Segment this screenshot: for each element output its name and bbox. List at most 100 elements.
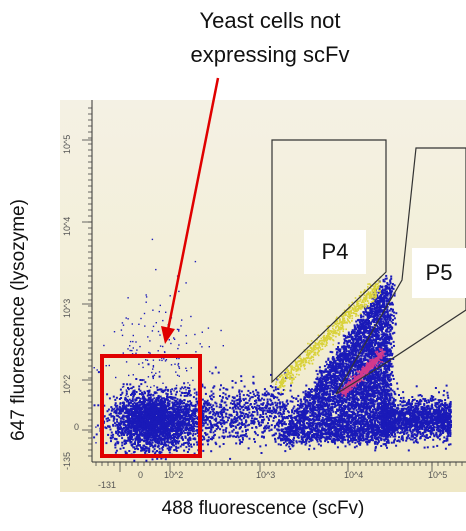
event-dot [124,412,127,415]
event-dot [271,401,274,404]
event-dot [176,432,179,435]
event-dot [250,422,253,425]
event-dot [390,277,393,280]
event-dot [339,370,342,373]
event-dot [114,425,117,427]
event-dot [272,419,275,422]
event-dot [223,410,226,413]
event-dot [181,386,184,389]
event-dot [167,444,170,447]
event-dot [153,448,156,451]
event-dot [158,403,160,406]
event-dot [175,400,178,402]
event-dot [146,426,149,429]
event-dot [353,324,356,327]
event-dot [130,399,133,402]
y-axis-label-container: 647 fluorescence (lysozyme) [0,150,38,490]
event-dot [176,441,178,444]
event-dot [177,411,179,414]
event-dot [264,444,267,447]
event-dot [140,431,143,434]
event-dot [150,424,153,427]
event-dot [251,420,254,423]
event-dot [187,419,190,421]
event-dot [211,424,214,427]
event-dot [218,436,221,439]
event-dot [143,440,146,443]
event-dot [139,414,142,417]
event-dot [140,449,143,452]
event-dot [327,358,330,361]
event-dot [369,374,372,377]
event-dot [201,385,204,388]
event-dot [171,408,174,411]
event-dot [151,238,154,241]
event-dot [246,393,249,396]
event-dot [261,407,264,410]
event-dot [350,360,353,363]
event-dot [382,357,385,359]
event-dot [230,420,233,422]
event-dot [160,397,163,400]
event-dot [136,405,139,408]
event-dot [144,325,146,327]
event-dot [175,371,177,373]
event-dot [173,408,176,411]
event-dot [162,345,164,348]
event-dot [158,414,161,417]
event-dot [233,416,236,419]
event-dot [265,394,268,397]
event-dot [117,415,120,418]
event-dot [189,432,192,435]
event-dot [248,411,251,414]
event-dot [351,435,354,438]
event-dot [187,429,190,432]
event-dot [248,399,251,402]
event-dot [215,418,218,421]
event-dot [151,400,154,403]
event-dot [165,359,168,361]
event-dot [364,323,367,326]
event-dot [169,390,172,393]
event-dot [153,430,156,433]
event-dot [318,425,321,428]
event-dot [125,415,128,418]
event-dot [289,389,292,392]
event-dot [258,416,261,419]
event-dot [238,389,241,392]
event-dot [124,423,126,426]
event-dot [145,443,148,445]
event-dot [187,431,190,434]
event-dot [228,431,231,434]
event-dot [232,425,235,427]
event-dot [358,328,361,331]
event-dot [278,419,280,422]
event-dot [365,392,368,395]
event-dot [107,425,109,428]
event-dot [391,322,394,324]
event-dot [180,427,183,430]
event-dot [150,411,153,414]
event-dot [106,420,109,423]
event-dot [170,342,172,345]
event-dot [137,408,140,411]
event-dot [161,427,164,430]
event-dot [141,446,144,449]
event-dot [172,428,175,431]
event-dot [181,392,184,394]
event-dot [132,404,135,407]
event-dot [133,389,136,392]
event-dot [175,445,178,448]
event-dot [136,349,138,351]
event-dot [162,391,165,394]
event-dot [129,433,132,436]
event-dot [142,366,144,369]
event-dot [148,414,151,417]
event-dot [143,398,146,401]
event-dot [148,424,151,427]
event-dot [341,421,344,424]
event-dot [149,422,152,425]
event-dot [235,399,238,402]
event-dot [153,409,156,412]
event-dot [310,396,313,399]
